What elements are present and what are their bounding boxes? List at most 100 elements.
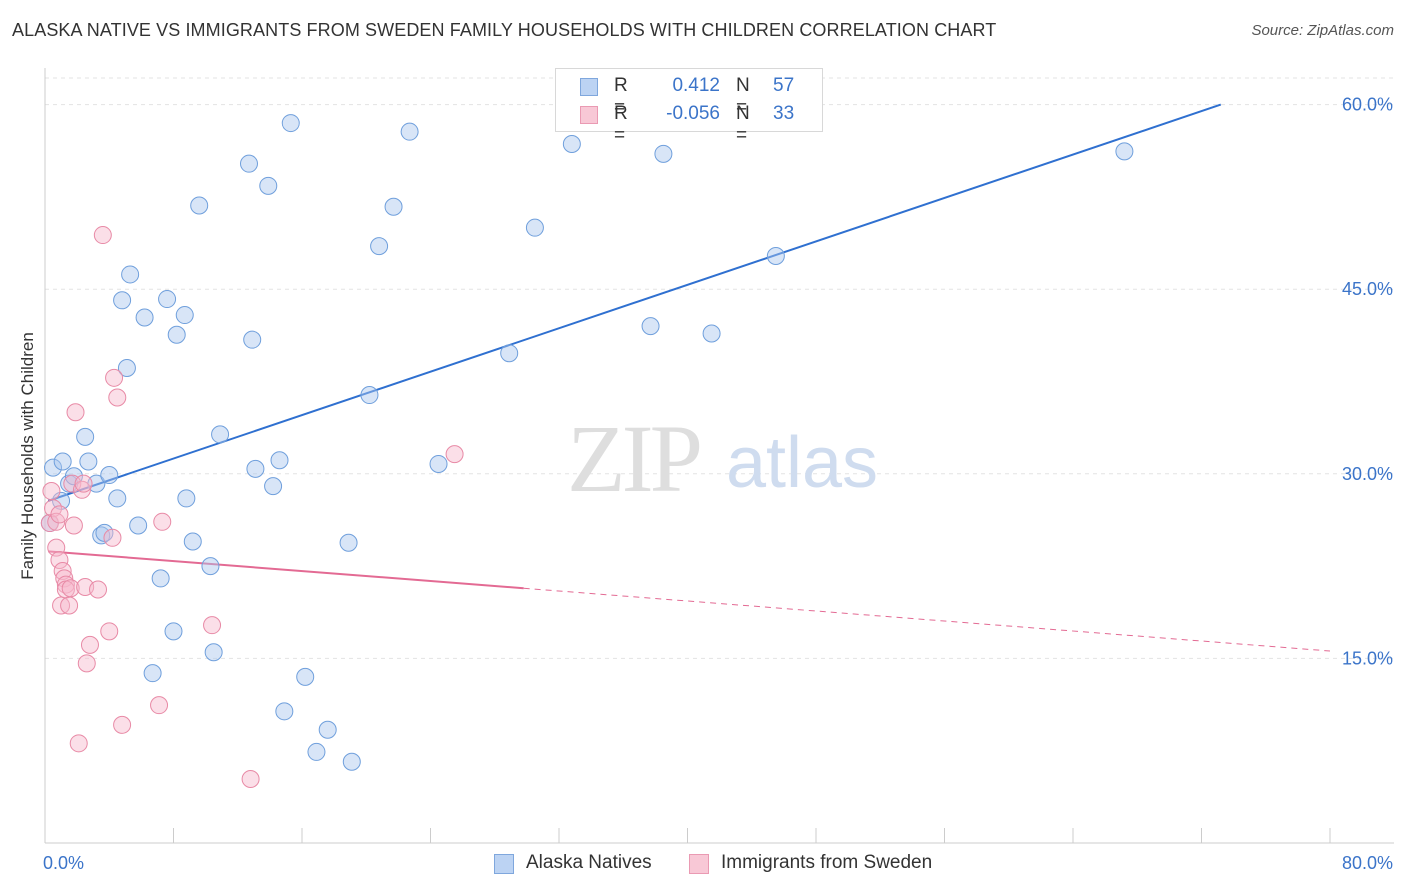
data-point-alaska-natives (177, 489, 196, 508)
data-point-immigrants-sweden (50, 505, 69, 524)
data-point-alaska-natives (53, 452, 72, 471)
data-point-alaska-natives (243, 330, 262, 349)
data-point-alaska-natives (429, 454, 448, 473)
watermark-zip: ZIP (567, 405, 700, 512)
r-value: 0.412 (672, 75, 720, 96)
data-point-alaska-natives (175, 306, 194, 325)
data-point-alaska-natives (79, 452, 98, 471)
data-point-alaska-natives (384, 197, 403, 216)
axes (44, 68, 1394, 844)
data-point-immigrants-sweden (60, 596, 79, 615)
watermark-atlas: atlas (726, 423, 878, 503)
y-axis-label: Family Households with Children (18, 332, 37, 580)
data-point-alaska-natives (270, 451, 289, 470)
y-tick-label: 60.0% (1342, 95, 1393, 115)
data-point-alaska-natives (296, 667, 315, 686)
data-point-alaska-natives (342, 752, 361, 771)
data-point-alaska-natives (259, 176, 278, 195)
data-point-immigrants-sweden (80, 635, 99, 654)
data-point-immigrants-sweden (61, 579, 80, 598)
data-point-immigrants-sweden (100, 622, 119, 641)
data-point-alaska-natives (239, 154, 258, 173)
data-point-alaska-natives (129, 516, 148, 535)
tick-labels: 15.0% 30.0% 45.0% 60.0% 0.0% 80.0% (43, 95, 1393, 873)
data-point-alaska-natives (113, 291, 132, 310)
data-point-immigrants-sweden (150, 696, 169, 715)
source-credit: Source: ZipAtlas.com (1251, 22, 1394, 39)
trend-line-immigrants-sweden (48, 550, 524, 590)
n-label: N = (736, 103, 750, 146)
r-label: R = (614, 103, 628, 146)
data-point-immigrants-sweden (103, 528, 122, 547)
data-point-immigrants-sweden (66, 403, 85, 422)
n-label: N = (736, 75, 750, 118)
data-point-alaska-natives (702, 324, 721, 343)
data-points (40, 114, 1134, 789)
data-point-alaska-natives (318, 720, 337, 739)
data-point-alaska-natives (143, 664, 162, 683)
data-point-immigrants-sweden (153, 512, 172, 531)
data-point-immigrants-sweden (89, 580, 108, 599)
x-tick-label-min: 0.0% (43, 853, 84, 873)
data-point-alaska-natives (275, 702, 294, 721)
data-point-immigrants-sweden (93, 226, 112, 245)
y-tick-label: 30.0% (1342, 464, 1393, 484)
r-label: R = (614, 75, 628, 118)
trend-lines (47, 103, 1331, 652)
data-point-alaska-natives (44, 458, 63, 477)
x-tick-label-max: 80.0% (1342, 853, 1393, 873)
data-point-alaska-natives (211, 425, 230, 444)
data-point-alaska-natives (121, 265, 140, 284)
legend-label: Alaska Natives (526, 852, 652, 873)
data-point-alaska-natives (370, 237, 389, 256)
legend-swatch-blue (580, 78, 598, 96)
y-tick-label: 15.0% (1342, 648, 1393, 668)
data-point-alaska-natives (281, 114, 300, 133)
data-point-alaska-natives (201, 557, 220, 576)
trend-line-alaska-natives (47, 103, 1222, 502)
data-point-alaska-natives (400, 122, 419, 141)
data-point-alaska-natives (151, 569, 170, 588)
n-value: 57 (773, 75, 795, 96)
data-point-alaska-natives (641, 317, 660, 336)
data-point-immigrants-sweden (74, 474, 93, 493)
data-point-alaska-natives (525, 218, 544, 237)
legend-swatch-pink (689, 854, 709, 874)
data-point-alaska-natives (135, 308, 154, 327)
y-tick-label: 45.0% (1342, 279, 1393, 299)
data-point-immigrants-sweden (108, 388, 127, 407)
data-point-immigrants-sweden (56, 575, 75, 594)
data-point-alaska-natives (264, 477, 283, 496)
data-point-alaska-natives (246, 459, 265, 478)
data-point-alaska-natives (164, 622, 183, 641)
data-point-alaska-natives (339, 533, 358, 552)
data-point-immigrants-sweden (445, 445, 464, 464)
data-point-alaska-natives (183, 532, 202, 551)
data-point-alaska-natives (500, 344, 519, 363)
data-point-alaska-natives (158, 290, 177, 309)
data-point-alaska-natives (64, 467, 83, 486)
stats-legend: R = 0.412 N = 57 R = -0.056 N = 33 (555, 68, 823, 146)
data-point-alaska-natives (562, 134, 581, 153)
n-value: 33 (773, 103, 795, 124)
data-point-immigrants-sweden (113, 715, 132, 734)
r-value: -0.056 (666, 103, 720, 124)
data-point-alaska-natives (204, 643, 223, 662)
data-point-immigrants-sweden (53, 562, 72, 581)
data-point-alaska-natives (766, 246, 785, 265)
legend-label: Immigrants from Sweden (721, 852, 933, 873)
data-point-alaska-natives (108, 489, 127, 508)
data-point-alaska-natives (1115, 142, 1134, 161)
trend-line-extension (523, 587, 1331, 652)
data-point-immigrants-sweden (42, 482, 61, 501)
data-point-alaska-natives (117, 358, 136, 377)
data-point-immigrants-sweden (241, 770, 260, 789)
zipatlas-watermark: ZIP atlas (567, 405, 878, 512)
data-point-alaska-natives (654, 144, 673, 163)
data-point-immigrants-sweden (203, 616, 222, 635)
data-point-alaska-natives (167, 325, 186, 344)
data-point-alaska-natives (92, 526, 111, 545)
data-point-alaska-natives (190, 196, 209, 215)
data-point-immigrants-sweden (77, 654, 96, 673)
